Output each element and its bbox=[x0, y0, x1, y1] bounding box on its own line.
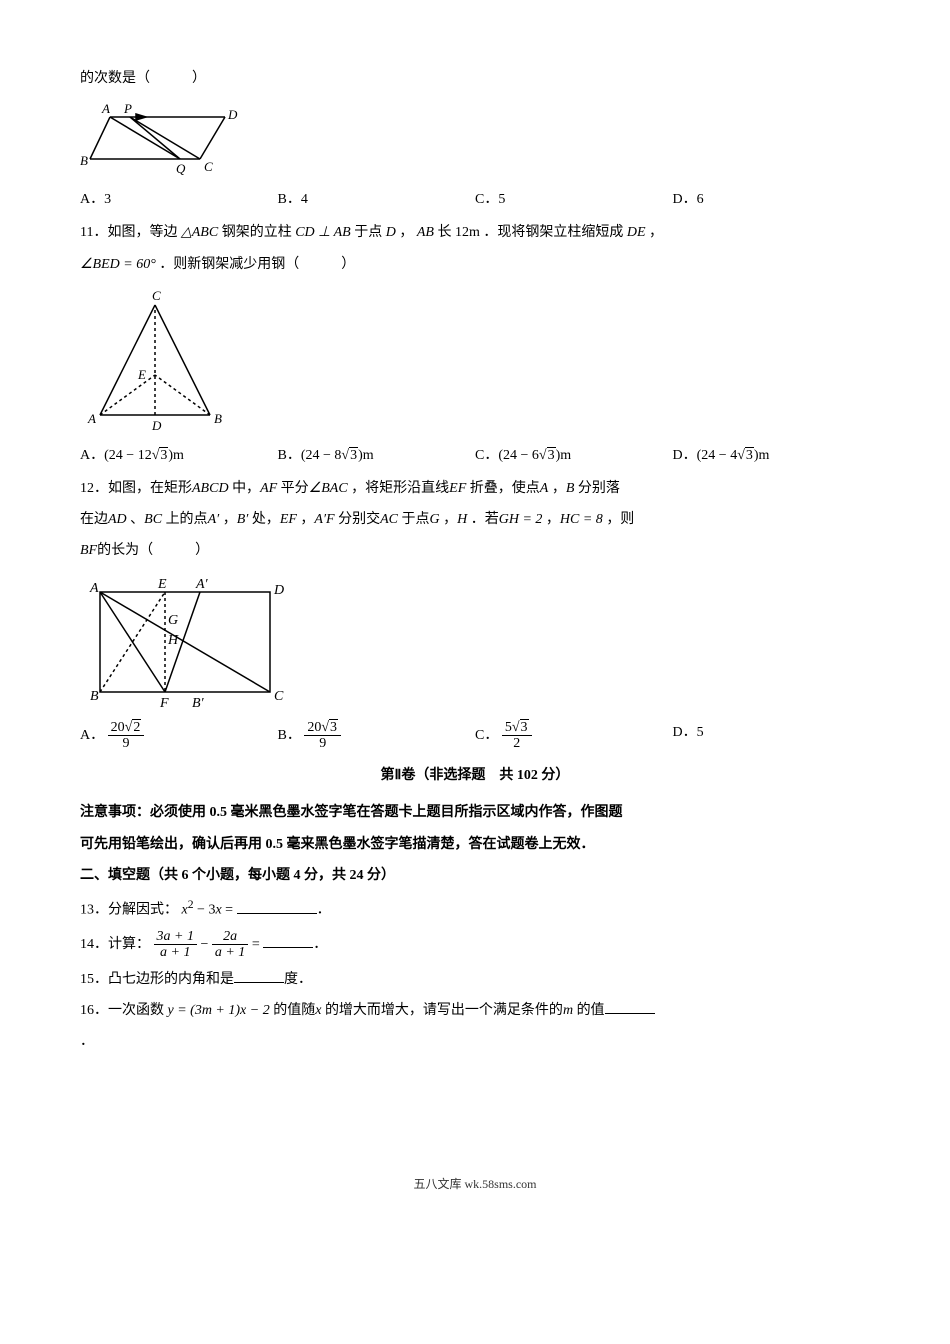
label-C: C bbox=[274, 689, 284, 704]
q12-opt-a: A． 20√29 bbox=[80, 720, 278, 752]
q16: 16．一次函数 y = (3m + 1)x − 2 的值随x 的增大而增大，请写… bbox=[80, 998, 870, 1023]
q13-blank bbox=[237, 899, 317, 914]
q12-opt-d: D．5 bbox=[673, 720, 871, 752]
q10-opt-c: C．5 bbox=[475, 187, 673, 212]
label-A: A bbox=[87, 411, 96, 426]
label-D: D bbox=[151, 418, 162, 433]
q15: 15．凸七边形的内角和是度． bbox=[80, 967, 870, 992]
label-C: C bbox=[152, 288, 161, 303]
label-A: A bbox=[101, 101, 110, 116]
q10-opt-b: B．4 bbox=[278, 187, 476, 212]
q11-opt-b: B．(24 − 8√3)m bbox=[278, 443, 476, 468]
q11-options: A．(24 − 12√3)m B．(24 − 8√3)m C．(24 − 6√3… bbox=[80, 443, 870, 468]
q12-stem-line3: BF的长为（ ） bbox=[80, 538, 870, 563]
q13: 13．分解因式： x2 − 3x = ． bbox=[80, 894, 870, 923]
q12-figure: A E A′ D G H B F B′ C bbox=[80, 572, 870, 712]
section2-heading: 二、填空题（共 6 个小题，每小题 4 分，共 24 分） bbox=[80, 863, 870, 888]
label-Q: Q bbox=[176, 161, 186, 176]
q11-opt-c: C．(24 − 6√3)m bbox=[475, 443, 673, 468]
label-Bp: B′ bbox=[192, 696, 205, 711]
label-Ap: A′ bbox=[195, 577, 209, 592]
label-B: B bbox=[90, 689, 99, 704]
q11-stem-line1: 11．如图，等边 △ABC 钢架的立柱 CD ⊥ AB 于点 D ， AB 长 … bbox=[80, 220, 870, 245]
q15-blank bbox=[234, 968, 284, 983]
section2-note1: 注意事项：必须使用 0.5 毫米黑色墨水签字笔在答题卡上题目所指示区域内作答，作… bbox=[80, 800, 870, 825]
q14-blank bbox=[263, 933, 313, 948]
footer: 五八文库 wk.58sms.com bbox=[80, 1174, 870, 1196]
label-C: C bbox=[204, 159, 213, 174]
label-E: E bbox=[137, 367, 146, 382]
label-H: H bbox=[167, 633, 179, 648]
q11-stem-line2: ∠BED = 60° ．则新钢架减少用钢（ ） bbox=[80, 252, 870, 277]
label-B: B bbox=[80, 153, 88, 168]
q10-options: A．3 B．4 C．5 D．6 bbox=[80, 187, 870, 212]
label-B: B bbox=[214, 411, 222, 426]
label-D: D bbox=[227, 107, 238, 122]
q10-figure: A P D B Q C bbox=[80, 99, 870, 179]
q12-opt-b: B． 20√39 bbox=[278, 720, 476, 752]
section2-title: 第Ⅱ卷（非选择题 共 102 分） bbox=[80, 763, 870, 788]
q11-opt-d: D．(24 − 4√3)m bbox=[673, 443, 871, 468]
label-E: E bbox=[157, 577, 167, 592]
q12-stem-line1: 12．如图，在矩形ABCD 中，AF 平分∠BAC ，将矩形沿直线EF 折叠，使… bbox=[80, 476, 870, 501]
section2-note2: 可先用铅笔绘出，确认后再用 0.5 毫来黑色墨水签字笔描清楚，答在试题卷上无效． bbox=[80, 832, 870, 857]
q10-opt-a: A．3 bbox=[80, 187, 278, 212]
q11-opt-a: A．(24 − 12√3)m bbox=[80, 443, 278, 468]
q16-blank bbox=[605, 999, 655, 1014]
q10-stem: 的次数是（ ） bbox=[80, 66, 870, 91]
q12-opt-c: C． 5√32 bbox=[475, 720, 673, 752]
q12-stem-line2: 在边AD 、BC 上的点A′ ，B′ 处，EF ，A′F 分别交AC 于点G ，… bbox=[80, 507, 870, 532]
q16-period: ． bbox=[80, 1029, 870, 1054]
label-A: A bbox=[89, 581, 99, 596]
label-F: F bbox=[159, 696, 169, 711]
q12-options: A． 20√29 B． 20√39 C． 5√32 D．5 bbox=[80, 720, 870, 752]
label-P: P bbox=[123, 101, 132, 116]
q14: 14．计算： 3a + 1a + 1 − 2aa + 1 = ． bbox=[80, 929, 870, 961]
q10-opt-d: D．6 bbox=[673, 187, 871, 212]
label-G: G bbox=[168, 613, 178, 628]
label-D: D bbox=[273, 583, 284, 598]
q11-figure: C E A D B bbox=[80, 285, 870, 435]
